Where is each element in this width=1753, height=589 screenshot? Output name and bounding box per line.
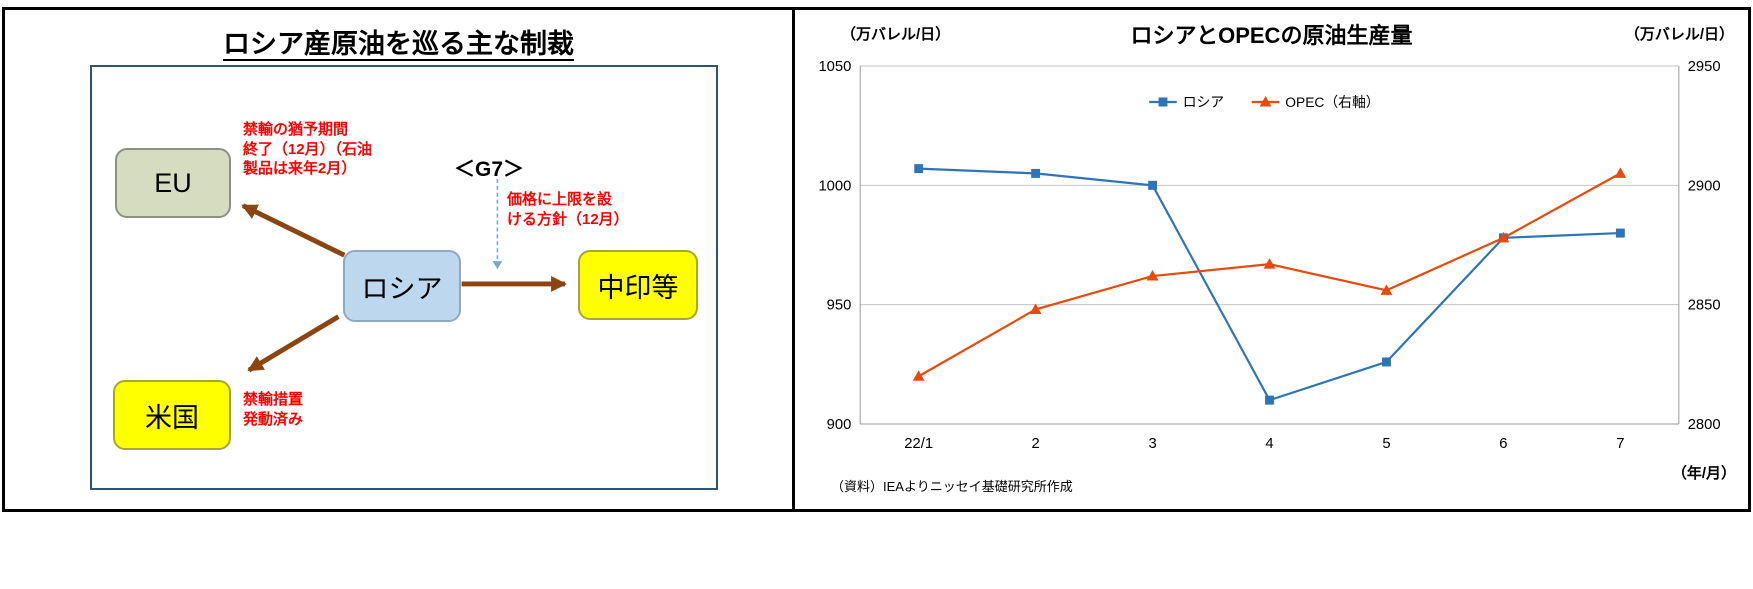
node-russia: ロシア xyxy=(343,250,461,322)
chart-header: （万バレル/日） ロシアとOPECの原油生産量 （万バレル/日） xyxy=(803,18,1740,52)
sanctions-diagram-panel: ロシア産原油を巡る主な制裁 EU ロシア 中印等 米国 xyxy=(5,10,795,509)
svg-text:950: 950 xyxy=(827,298,852,314)
g7-price-cap-note: 価格に上限を設 ける方針（12月） xyxy=(507,191,629,228)
chart-title: ロシアとOPECの原油生産量 xyxy=(1130,23,1413,48)
g7-label: ＜G7＞ xyxy=(454,158,525,181)
left-axis-unit: （万バレル/日） xyxy=(841,26,951,43)
svg-text:ロシア: ロシア xyxy=(1183,94,1224,110)
node-usa: 米国 xyxy=(113,380,231,450)
svg-text:22/1: 22/1 xyxy=(904,436,933,452)
right-axis-unit: （万バレル/日） xyxy=(1624,26,1734,43)
usa-sanction-note: 禁輸措置 発動済み xyxy=(243,391,304,428)
svg-text:2950: 2950 xyxy=(1688,59,1721,75)
svg-text:900: 900 xyxy=(827,417,852,433)
arrow-russia-to-usa xyxy=(247,314,340,373)
svg-text:7: 7 xyxy=(1616,436,1624,452)
arrow-russia-to-eu xyxy=(241,203,346,258)
production-chart-panel: （万バレル/日） ロシアとOPECの原油生産量 （万バレル/日） 1050 100… xyxy=(795,10,1748,509)
arrows-layer xyxy=(241,178,567,373)
two-panel-figure: ロシア産原油を巡る主な制裁 EU ロシア 中印等 米国 xyxy=(2,7,1751,512)
svg-text:5: 5 xyxy=(1382,436,1390,452)
svg-text:1050: 1050 xyxy=(818,59,851,75)
production-chart: 1050 1000 950 900 2950 2900 2850 2800 22/1 2 3 4 5 6 7… xyxy=(818,59,1721,452)
node-china-india: 中印等 xyxy=(578,250,698,320)
svg-text:OPEC（右軸）: OPEC（右軸） xyxy=(1285,94,1379,110)
svg-text:2800: 2800 xyxy=(1688,417,1721,433)
svg-text:3: 3 xyxy=(1148,436,1156,452)
diagram-frame: EU ロシア 中印等 米国 禁輸の猶予期間 終了（12月）（石油 製品は来年2月… xyxy=(90,65,718,490)
eu-sanction-note: 禁輸の猶予期間 終了（12月）（石油 製品は来年2月） xyxy=(243,121,373,177)
svg-text:2: 2 xyxy=(1032,436,1040,452)
diagram-title: ロシア産原油を巡る主な制裁 xyxy=(223,29,574,59)
chart-footer: （資料）IEAよりニッセイ基礎研究所作成 （年/月） xyxy=(803,465,1740,495)
svg-text:4: 4 xyxy=(1265,436,1273,452)
svg-text:6: 6 xyxy=(1499,436,1507,452)
svg-text:2900: 2900 xyxy=(1688,178,1721,194)
source-note: （資料）IEAよりニッセイ基礎研究所作成 xyxy=(831,479,1073,494)
svg-text:2850: 2850 xyxy=(1688,298,1721,314)
svg-text:1000: 1000 xyxy=(818,178,851,194)
x-axis-unit-label: （年/月） xyxy=(1671,465,1736,482)
node-eu: EU xyxy=(115,148,231,218)
